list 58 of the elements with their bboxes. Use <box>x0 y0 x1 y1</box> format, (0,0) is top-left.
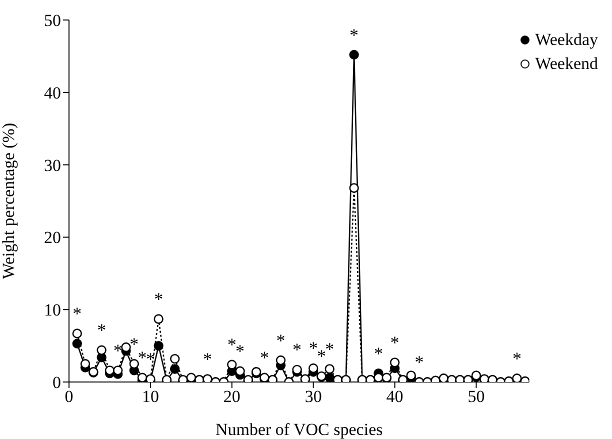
y-tick-label: 50 <box>44 11 61 30</box>
point <box>227 360 237 370</box>
point <box>96 345 106 355</box>
annotation: * <box>97 320 106 340</box>
annotation: * <box>374 343 383 364</box>
point <box>104 366 115 376</box>
point <box>121 342 131 352</box>
y-tick-label: 30 <box>44 156 61 175</box>
point <box>390 358 400 368</box>
point <box>349 50 359 60</box>
point <box>129 359 140 369</box>
annotation: * <box>113 340 122 360</box>
annotation: * <box>202 349 212 370</box>
x-axis-title: Number of VOC species <box>215 420 383 439</box>
annotation: * <box>308 338 318 358</box>
x-tick-label: 30 <box>304 387 322 406</box>
annotation: * <box>236 341 245 362</box>
annotation: * <box>154 289 164 310</box>
point <box>154 314 164 324</box>
annotation: * <box>390 332 400 352</box>
point <box>72 328 82 338</box>
point <box>324 364 334 374</box>
annotation: * <box>292 340 302 360</box>
y-tick-label: 20 <box>44 228 61 248</box>
x-tick-label: 0 <box>64 387 74 406</box>
y-tick-label: 10 <box>44 300 61 320</box>
point <box>292 364 302 375</box>
legend-label: Weekend <box>535 53 598 75</box>
point <box>235 366 245 376</box>
point <box>170 364 180 374</box>
annotation: * <box>227 334 236 355</box>
point <box>170 354 180 364</box>
annotation: * <box>130 334 139 354</box>
x-tick-label: 10 <box>142 387 159 406</box>
annotation: * <box>512 348 522 368</box>
x-tick-label: 40 <box>386 387 404 406</box>
y-tick-label: 40 <box>44 83 61 102</box>
annotation: * <box>276 330 286 350</box>
annotation: * <box>260 348 269 368</box>
point <box>113 366 123 376</box>
annotation: * <box>138 348 147 368</box>
annotation: * <box>414 352 424 372</box>
annotation: * <box>350 24 359 45</box>
point <box>154 340 164 351</box>
point <box>80 359 90 369</box>
point <box>308 363 318 374</box>
annotation: * <box>72 303 82 324</box>
point <box>72 338 82 348</box>
annotation: * <box>325 338 334 359</box>
point <box>374 372 384 382</box>
y-axis-title: Weight percentage (%) <box>0 122 18 280</box>
x-tick-label: 50 <box>468 387 485 406</box>
y-tick-label: 0 <box>52 373 61 392</box>
point <box>276 355 286 366</box>
annotation: * <box>316 346 326 366</box>
point <box>349 183 359 193</box>
legend-label: Weekday <box>535 29 598 51</box>
x-tick-label: 20 <box>223 387 240 406</box>
